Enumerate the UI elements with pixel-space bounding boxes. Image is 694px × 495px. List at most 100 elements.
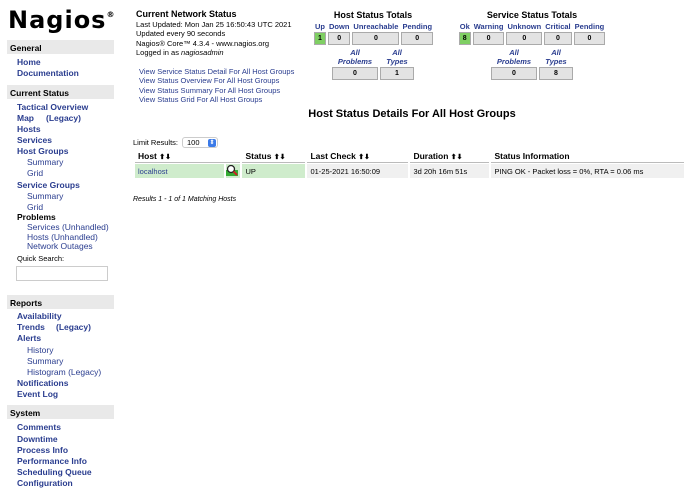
nav-process-info[interactable]: Process Info — [17, 445, 69, 455]
link-service-detail[interactable]: View Service Status Detail For All Host … — [139, 67, 295, 76]
svc-critical-count[interactable]: 0 — [544, 32, 572, 45]
last-check: 01-25-2021 16:50:09 — [307, 164, 409, 178]
nav-alert-history[interactable]: History — [27, 345, 54, 355]
service-status-totals: Service Status Totals Ok Warning Unknown… — [456, 10, 608, 81]
nav-host-groups[interactable]: Host Groups — [17, 146, 69, 156]
limit-label: Limit Results: — [133, 138, 179, 147]
host-all-types-label[interactable]: All Types — [386, 48, 408, 66]
nav-map[interactable]: Map — [17, 113, 34, 123]
section-reports: Reports — [7, 295, 114, 309]
host-status: UP — [242, 164, 306, 178]
svc-ok-count[interactable]: 8 — [458, 32, 471, 45]
link-status-grid[interactable]: View Status Grid For All Host Groups — [139, 94, 263, 104]
nav-services-unhandled[interactable]: Services (Unhandled) — [27, 222, 109, 232]
nav-comments[interactable]: Comments — [17, 422, 61, 432]
section-system: System — [7, 405, 114, 419]
host-pending-count[interactable]: 0 — [401, 32, 434, 45]
nav-alerts[interactable]: Alerts — [17, 333, 42, 343]
sort-arrows-icon[interactable]: ⬆⬇ — [273, 154, 286, 161]
view-links: View Service Status Detail For All Host … — [139, 67, 294, 104]
host-down-label[interactable]: Down — [329, 22, 350, 31]
host-unreachable-count[interactable]: 0 — [352, 32, 400, 45]
sort-arrows-icon[interactable]: ⬆⬇ — [450, 154, 463, 161]
host-all-types-count[interactable]: 1 — [380, 67, 414, 80]
svc-all-types-label[interactable]: All Types — [545, 48, 567, 66]
nav-availability[interactable]: Availability — [17, 311, 62, 321]
info-title: Current Network Status — [136, 9, 237, 19]
svc-ok-label[interactable]: Ok — [459, 22, 470, 31]
host-all-problems-label[interactable]: All Problems — [337, 48, 373, 66]
limit-results: Limit Results: 100 ⇕ — [133, 137, 219, 148]
nav-hostgroup-summary[interactable]: Summary — [27, 157, 64, 167]
col-status-info: Status Information — [491, 150, 684, 163]
col-last-check: Last Check ⬆⬇ — [307, 150, 409, 163]
host-link[interactable]: localhost — [138, 166, 168, 176]
host-pending-label[interactable]: Pending — [402, 22, 433, 31]
nav-alert-histogram[interactable]: Histogram (Legacy) — [27, 367, 102, 377]
results-count: Results 1 - 1 of 1 Matching Hosts — [133, 196, 237, 203]
nav-hosts[interactable]: Hosts — [17, 124, 41, 134]
svc-warning-label[interactable]: Warning — [473, 22, 504, 31]
host-status-totals: Host Status Totals Up Down Unreachable P… — [312, 10, 434, 81]
link-status-overview[interactable]: View Status Overview For All Host Groups — [139, 76, 280, 86]
update-interval: Updated every 90 seconds — [136, 29, 226, 38]
section-current-status: Current Status — [7, 85, 114, 99]
nav-trends-legacy[interactable]: (Legacy) — [56, 322, 91, 332]
svc-unknown-label[interactable]: Unknown — [507, 22, 542, 31]
svc-warning-count[interactable]: 0 — [472, 32, 505, 45]
quick-search-input[interactable] — [16, 266, 108, 281]
nav-configuration[interactable]: Configuration — [17, 478, 73, 488]
host-all-problems-count[interactable]: 0 — [332, 67, 378, 80]
svc-all-problems-count[interactable]: 0 — [491, 67, 537, 80]
nav-trends[interactable]: Trends — [17, 322, 45, 332]
version: Nagios® Core™ 4.3.4 - www.nagios.org — [136, 38, 270, 48]
table-row: localhost UP 01-25-2021 16:50:09 3d 20h … — [135, 164, 684, 178]
host-services-icon[interactable] — [226, 164, 241, 178]
duration: 3d 20h 16m 51s — [410, 164, 490, 178]
nav-problems-label: Problems — [17, 212, 56, 222]
nagios-logo[interactable]: Nagios® — [8, 6, 116, 34]
nav-notifications[interactable]: Notifications — [17, 378, 69, 388]
page-title: Host Status Details For All Host Groups — [308, 108, 516, 120]
nav-servicegroup-grid[interactable]: Grid — [27, 202, 44, 212]
limit-select[interactable]: 100 ⇕ — [182, 137, 219, 148]
nav-alert-summary[interactable]: Summary — [27, 356, 64, 366]
network-status-info: Current Network Status Last Updated: Mon… — [136, 9, 292, 58]
col-host: Host ⬆⬇ — [135, 150, 241, 163]
host-totals-title: Host Status Totals — [333, 10, 413, 20]
link-status-summary[interactable]: View Status Summary For All Host Groups — [139, 85, 281, 95]
svc-unknown-count[interactable]: 0 — [506, 32, 543, 45]
nav-services[interactable]: Services — [17, 135, 52, 145]
nav-map-legacy[interactable]: (Legacy) — [46, 113, 81, 123]
nav-service-groups[interactable]: Service Groups — [17, 180, 80, 190]
sort-arrows-icon[interactable]: ⬆⬇ — [159, 154, 171, 161]
svc-critical-label[interactable]: Critical — [545, 22, 571, 31]
host-up-count[interactable]: 1 — [314, 32, 326, 45]
username: nagiosadmin — [181, 48, 224, 57]
svc-pending-label[interactable]: Pending — [574, 22, 605, 31]
svc-pending-count[interactable]: 0 — [573, 32, 606, 45]
nav-documentation[interactable]: Documentation — [17, 68, 79, 78]
host-status-table: Host ⬆⬇ Status ⬆⬇ Last Check ⬆⬇ Duration… — [133, 149, 686, 179]
svc-all-types-count[interactable]: 8 — [539, 67, 573, 80]
select-arrows-icon: ⇕ — [208, 139, 217, 147]
section-general: General — [7, 40, 114, 54]
nav-network-outages[interactable]: Network Outages — [27, 241, 93, 251]
logged-in: Logged in as nagiosadmin — [136, 48, 224, 57]
host-up-label[interactable]: Up — [315, 22, 325, 31]
limit-value: 100 — [187, 138, 200, 147]
nav-event-log[interactable]: Event Log — [17, 389, 59, 399]
logo-text: Nagios — [8, 6, 107, 34]
nav-performance-info[interactable]: Performance Info — [17, 456, 87, 466]
nav-home[interactable]: Home — [17, 57, 41, 67]
nav-hosts-unhandled[interactable]: Hosts (Unhandled) — [27, 232, 98, 242]
nav-servicegroup-summary[interactable]: Summary — [27, 191, 64, 201]
nav-scheduling-queue[interactable]: Scheduling Queue — [17, 467, 92, 477]
nav-hostgroup-grid[interactable]: Grid — [27, 168, 44, 178]
svc-all-problems-label[interactable]: All Problems — [496, 48, 532, 66]
nav-downtime[interactable]: Downtime — [17, 434, 58, 444]
nav-tactical-overview[interactable]: Tactical Overview — [17, 102, 89, 112]
sort-arrows-icon[interactable]: ⬆⬇ — [358, 154, 370, 161]
host-unreachable-label[interactable]: Unreachable — [353, 22, 399, 31]
host-down-count[interactable]: 0 — [328, 32, 351, 45]
